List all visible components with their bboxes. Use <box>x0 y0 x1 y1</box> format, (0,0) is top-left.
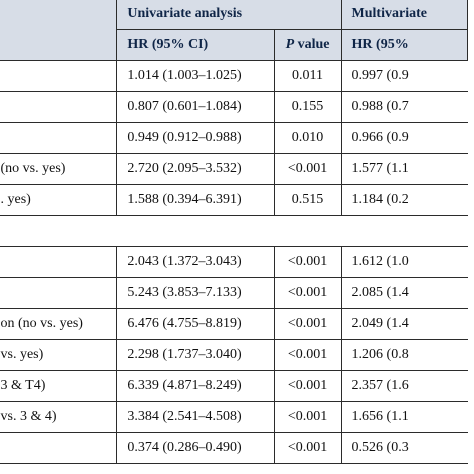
univariate-hr <box>116 215 275 247</box>
table-row: vs. 3 & 4) 3.384 (2.541–4.508) <0.001 1.… <box>0 401 468 433</box>
univariate-hr: 0.949 (0.912–0.988) <box>116 122 275 154</box>
univariate-hr: 0.807 (0.601–1.084) <box>116 91 275 123</box>
univariate-hr: 6.476 (4.755–8.819) <box>116 308 275 340</box>
univariate-hr: 2.720 (2.095–3.532) <box>116 153 275 185</box>
univariate-p: <0.001 <box>274 308 342 340</box>
univariate-hr: 2.043 (1.372–3.043) <box>116 246 275 278</box>
univariate-hr: 6.339 (4.871–8.249) <box>116 370 275 402</box>
multivariate-hr: 0.966 (0.9 <box>341 122 468 154</box>
table-row: 1.014 (1.003–1.025) 0.011 0.997 (0.9 <box>0 60 468 92</box>
row-label <box>0 246 118 278</box>
header-row-2: HR (95% CI) P value HR (95% <box>0 29 469 61</box>
row-label <box>0 215 117 247</box>
table-row: vs. yes) 2.298 (1.737–3.040) <0.001 1.20… <box>0 339 468 371</box>
multivariate-hr: 2.085 (1.4 <box>341 277 468 309</box>
multivariate-hr: 2.049 (1.4 <box>341 308 468 340</box>
cox-regression-table: Univariate analysis Multivariate HR (95%… <box>0 0 469 464</box>
row-label-header <box>0 0 118 61</box>
header-row-1: Univariate analysis Multivariate <box>0 0 469 61</box>
univariate-p: <0.001 <box>274 153 342 185</box>
row-label <box>0 60 118 92</box>
multivariate-hr: 1.577 (1.1 <box>341 153 468 185</box>
multivariate-hr <box>341 215 468 247</box>
univariate-p: 0.010 <box>274 122 342 154</box>
p-value-header: P value <box>273 29 342 61</box>
table-row: 0.949 (0.912–0.988) 0.010 0.966 (0.9 <box>0 122 468 154</box>
univariate-p: <0.001 <box>274 277 342 309</box>
univariate-hr: 2.298 (1.737–3.040) <box>116 339 275 371</box>
multivariate-hr: 1.656 (1.1 <box>341 401 468 433</box>
multivariate-hr: 2.357 (1.6 <box>341 370 468 402</box>
univariate-p <box>274 215 342 247</box>
row-label: . yes) <box>0 184 118 216</box>
table-row: . yes) 1.588 (0.394–6.391) 0.515 1.184 (… <box>0 184 468 216</box>
univariate-hr: 5.243 (3.853–7.133) <box>116 277 275 309</box>
univariate-hr: 1.014 (1.003–1.025) <box>116 60 275 92</box>
univariate-p: 0.155 <box>274 91 342 123</box>
row-label: vs. yes) <box>0 339 118 371</box>
table-row: on (no vs. yes) 6.476 (4.755–8.819) <0.0… <box>0 308 468 340</box>
row-label <box>0 277 118 309</box>
table-row: 3 & T4) 6.339 (4.871–8.249) <0.001 2.357… <box>0 370 468 402</box>
univariate-hr: 3.384 (2.541–4.508) <box>116 401 275 433</box>
table-row: (no vs. yes) 2.720 (2.095–3.532) <0.001 … <box>0 153 468 185</box>
p-italic: P <box>285 37 295 52</box>
univariate-p: <0.001 <box>274 339 342 371</box>
univariate-p: <0.001 <box>274 370 342 402</box>
p-rest: value <box>294 37 330 52</box>
univariate-p: 0.515 <box>274 184 342 216</box>
hr-header: HR (95% CI) <box>116 29 275 61</box>
row-label: vs. 3 & 4) <box>0 401 118 433</box>
table-row: 0.374 (0.286–0.490) <0.001 0.526 (0.3 <box>0 432 468 464</box>
row-label: on (no vs. yes) <box>0 308 118 340</box>
multivariate-hr: 0.988 (0.7 <box>341 91 468 123</box>
row-label <box>0 91 118 123</box>
univariate-p: <0.001 <box>274 246 342 278</box>
table-row: 5.243 (3.853–7.133) <0.001 2.085 (1.4 <box>0 277 468 309</box>
multivariate-hr: 1.184 (0.2 <box>341 184 468 216</box>
multivariate-hr: 1.206 (0.8 <box>341 339 468 371</box>
univariate-p: 0.011 <box>274 60 342 92</box>
table-row: 0.807 (0.601–1.084) 0.155 0.988 (0.7 <box>0 91 468 123</box>
row-label: 3 & T4) <box>0 370 118 402</box>
multivariate-hr: 0.997 (0.9 <box>341 60 468 92</box>
multivariate-hr: 1.612 (1.0 <box>341 246 468 278</box>
multivariate-header: Multivariate <box>340 0 469 30</box>
table-row: 2.043 (1.372–3.043) <0.001 1.612 (1.0 <box>0 246 468 278</box>
row-label <box>0 432 118 464</box>
multivariate-hr: 0.526 (0.3 <box>341 432 468 464</box>
section-gap-row <box>0 215 468 247</box>
univariate-p: <0.001 <box>274 401 342 433</box>
row-label: (no vs. yes) <box>0 153 118 185</box>
univariate-p: <0.001 <box>274 432 342 464</box>
univariate-hr: 0.374 (0.286–0.490) <box>116 432 275 464</box>
row-label <box>0 122 118 154</box>
multivariate-hr-header: HR (95% <box>340 29 469 61</box>
univariate-header: Univariate analysis <box>116 0 342 30</box>
univariate-hr: 1.588 (0.394–6.391) <box>116 184 275 216</box>
